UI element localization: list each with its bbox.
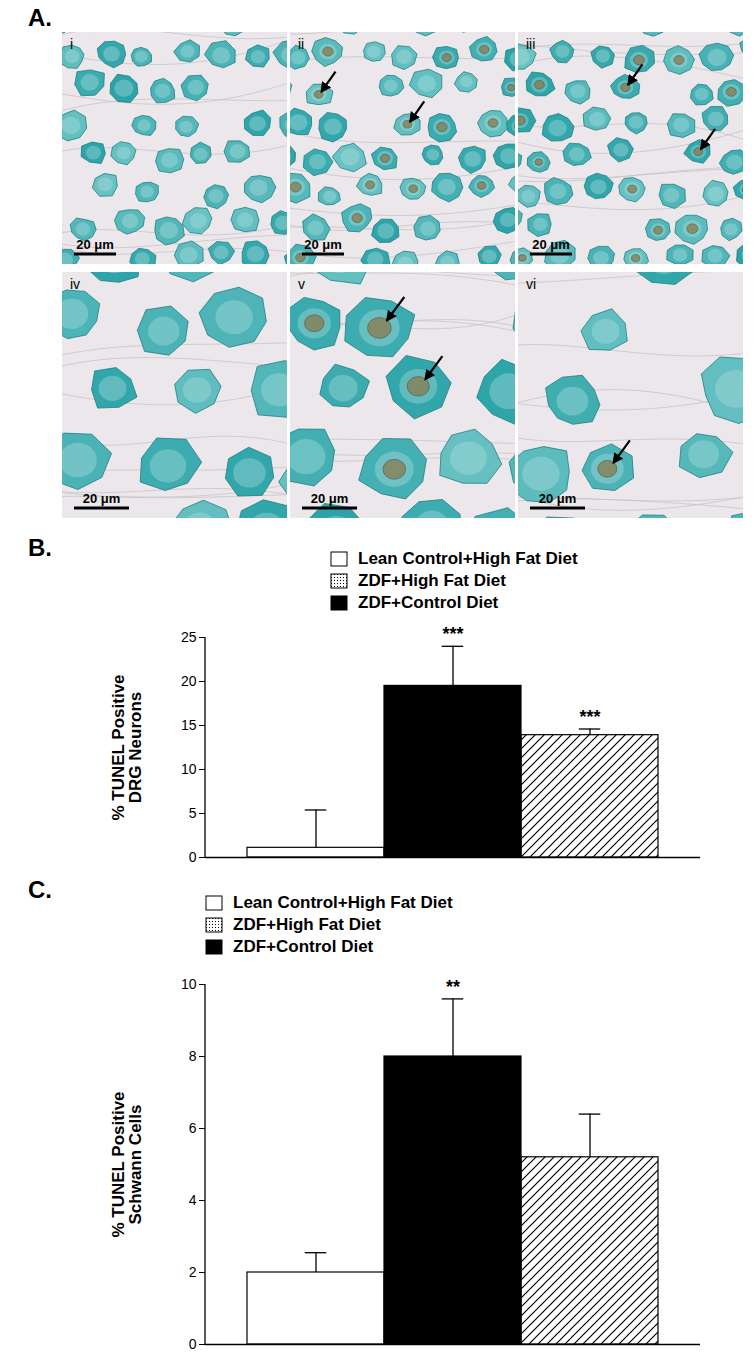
svg-text:20 μm: 20 μm: [304, 237, 342, 252]
svg-text:% TUNEL PositiveDRG Neurons: % TUNEL PositiveDRG Neurons: [109, 674, 145, 820]
svg-text:20 μm: 20 μm: [539, 491, 577, 506]
svg-text:20 μm: 20 μm: [83, 491, 121, 506]
html-text:C.: C.: [28, 876, 52, 903]
svg-text:10: 10: [181, 976, 197, 992]
svg-text:20 μm: 20 μm: [76, 237, 114, 252]
svg-text:6: 6: [189, 1120, 197, 1136]
svg-text:15: 15: [181, 717, 197, 733]
svg-text:5: 5: [189, 805, 197, 821]
svg-text:8: 8: [189, 1048, 197, 1064]
svg-text:iv: iv: [70, 276, 80, 292]
svg-text:20 μm: 20 μm: [532, 237, 570, 252]
html-text:ZDF+High Fat Diet: ZDF+High Fat Diet: [233, 915, 381, 934]
html-text:Lean Control+High Fat Diet: Lean Control+High Fat Diet: [233, 893, 453, 912]
svg-text:***: ***: [579, 707, 600, 727]
svg-text:i: i: [70, 36, 73, 52]
html-text:Lean Control+High Fat Diet: Lean Control+High Fat Diet: [358, 549, 578, 568]
svg-text:4: 4: [189, 1192, 197, 1208]
svg-text:10: 10: [181, 761, 197, 777]
svg-text:0: 0: [189, 1336, 197, 1352]
svg-text:iii: iii: [526, 36, 535, 52]
html-text:ZDF+Control Diet: ZDF+Control Diet: [233, 937, 374, 956]
svg-text:ii: ii: [298, 36, 304, 52]
html-text:ZDF+High Fat Diet: ZDF+High Fat Diet: [358, 571, 506, 590]
svg-text:v: v: [298, 276, 305, 292]
svg-text:2: 2: [189, 1264, 197, 1280]
html-text:ZDF+Control Diet: ZDF+Control Diet: [358, 593, 499, 612]
svg-text:**: **: [446, 977, 460, 997]
svg-text:A.: A.: [28, 4, 52, 31]
svg-text:% TUNEL PositiveSchwann Cells: % TUNEL PositiveSchwann Cells: [109, 1091, 145, 1237]
svg-text:0: 0: [189, 849, 197, 865]
svg-text:20 μm: 20 μm: [311, 491, 349, 506]
svg-text:vi: vi: [526, 276, 536, 292]
html-text:B.: B.: [28, 534, 52, 561]
svg-text:20: 20: [181, 673, 197, 689]
svg-text:***: ***: [442, 624, 463, 644]
svg-text:25: 25: [181, 629, 197, 645]
